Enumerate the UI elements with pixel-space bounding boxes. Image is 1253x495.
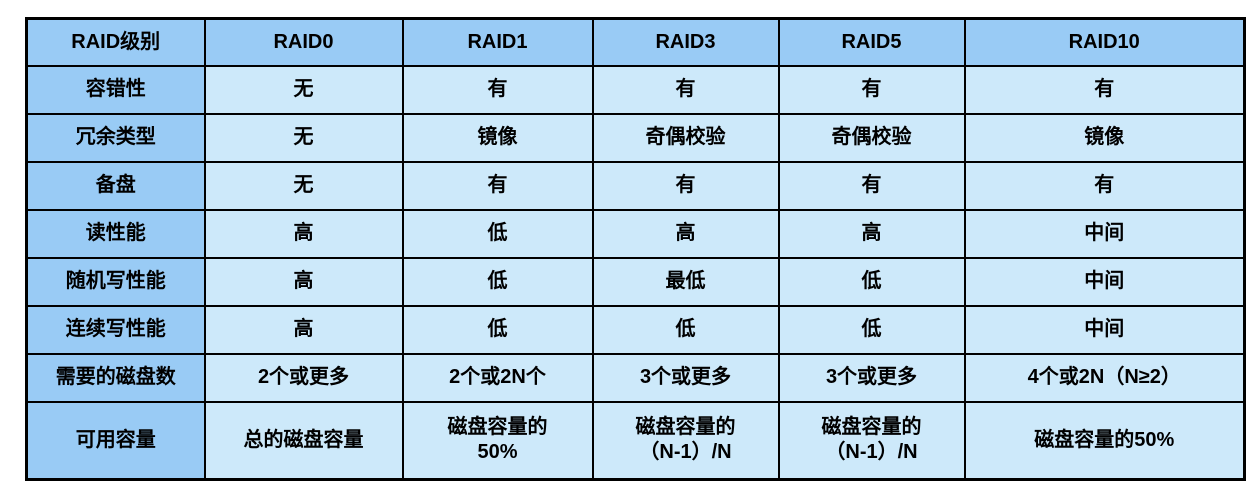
raid-comparison-table: RAID级别 RAID0 RAID1 RAID3 RAID5 RAID10 容错… [25, 17, 1246, 481]
data-cell: 最低 [591, 256, 780, 307]
header-row: RAID级别 RAID0 RAID1 RAID3 RAID5 RAID10 [25, 17, 1246, 67]
data-cell: 高 [203, 304, 404, 355]
data-cell: 低 [777, 256, 966, 307]
table-row-fault-tolerance: 容错性 无 有 有 有 有 [25, 64, 1246, 115]
data-cell: 有 [777, 64, 966, 115]
data-cell: 有 [591, 160, 780, 211]
data-cell: 高 [777, 208, 966, 259]
data-cell: 低 [401, 304, 594, 355]
table-row-random-write-performance: 随机写性能 高 低 最低 低 中间 [25, 256, 1246, 307]
data-cell: 镜像 [963, 112, 1246, 163]
data-cell: 低 [401, 208, 594, 259]
data-cell: 无 [203, 160, 404, 211]
data-cell: 中间 [963, 208, 1246, 259]
row-label-cell: 随机写性能 [25, 256, 206, 307]
data-cell: 无 [203, 112, 404, 163]
row-label-cell: 连续写性能 [25, 304, 206, 355]
data-cell: 有 [591, 64, 780, 115]
data-cell: 2个或更多 [203, 352, 404, 403]
data-cell: 奇偶校验 [777, 112, 966, 163]
table-row-spare-disk: 备盘 无 有 有 有 有 [25, 160, 1246, 211]
data-cell: 有 [963, 160, 1246, 211]
data-cell: 有 [401, 64, 594, 115]
data-cell: 有 [963, 64, 1246, 115]
row-label-cell: 可用容量 [25, 400, 206, 481]
header-cell-raid-level: RAID级别 [25, 17, 206, 67]
row-label-cell: 读性能 [25, 208, 206, 259]
data-cell: 高 [591, 208, 780, 259]
header-cell-raid5: RAID5 [777, 17, 966, 67]
data-cell: 中间 [963, 256, 1246, 307]
data-cell: 4个或2N（N≥2） [963, 352, 1246, 403]
data-cell: 低 [401, 256, 594, 307]
table-row-sequential-write-performance: 连续写性能 高 低 低 低 中间 [25, 304, 1246, 355]
data-cell: 有 [401, 160, 594, 211]
header-cell-raid3: RAID3 [591, 17, 780, 67]
row-label-cell: 冗余类型 [25, 112, 206, 163]
data-cell: 高 [203, 256, 404, 307]
data-cell: 低 [591, 304, 780, 355]
header-cell-raid1: RAID1 [401, 17, 594, 67]
data-cell: 镜像 [401, 112, 594, 163]
data-cell: 奇偶校验 [591, 112, 780, 163]
data-cell: 2个或2N个 [401, 352, 594, 403]
table-row-redundancy-type: 冗余类型 无 镜像 奇偶校验 奇偶校验 镜像 [25, 112, 1246, 163]
table-row-read-performance: 读性能 高 低 高 高 中间 [25, 208, 1246, 259]
table-row-disks-required: 需要的磁盘数 2个或更多 2个或2N个 3个或更多 3个或更多 4个或2N（N≥… [25, 352, 1246, 403]
header-cell-raid0: RAID0 [203, 17, 404, 67]
data-cell: 磁盘容量的50% [963, 400, 1246, 481]
header-cell-raid10: RAID10 [963, 17, 1246, 67]
row-label-cell: 需要的磁盘数 [25, 352, 206, 403]
row-label-cell: 容错性 [25, 64, 206, 115]
data-cell: 高 [203, 208, 404, 259]
table-row-usable-capacity: 可用容量 总的磁盘容量 磁盘容量的 50% 磁盘容量的 （N-1）/N 磁盘容量… [25, 400, 1246, 481]
data-cell: 磁盘容量的 （N-1）/N [777, 400, 966, 481]
data-cell: 3个或更多 [777, 352, 966, 403]
data-cell: 磁盘容量的 （N-1）/N [591, 400, 780, 481]
data-cell: 总的磁盘容量 [203, 400, 404, 481]
data-cell: 中间 [963, 304, 1246, 355]
data-cell: 无 [203, 64, 404, 115]
data-cell: 磁盘容量的 50% [401, 400, 594, 481]
data-cell: 3个或更多 [591, 352, 780, 403]
row-label-cell: 备盘 [25, 160, 206, 211]
data-cell: 有 [777, 160, 966, 211]
data-cell: 低 [777, 304, 966, 355]
